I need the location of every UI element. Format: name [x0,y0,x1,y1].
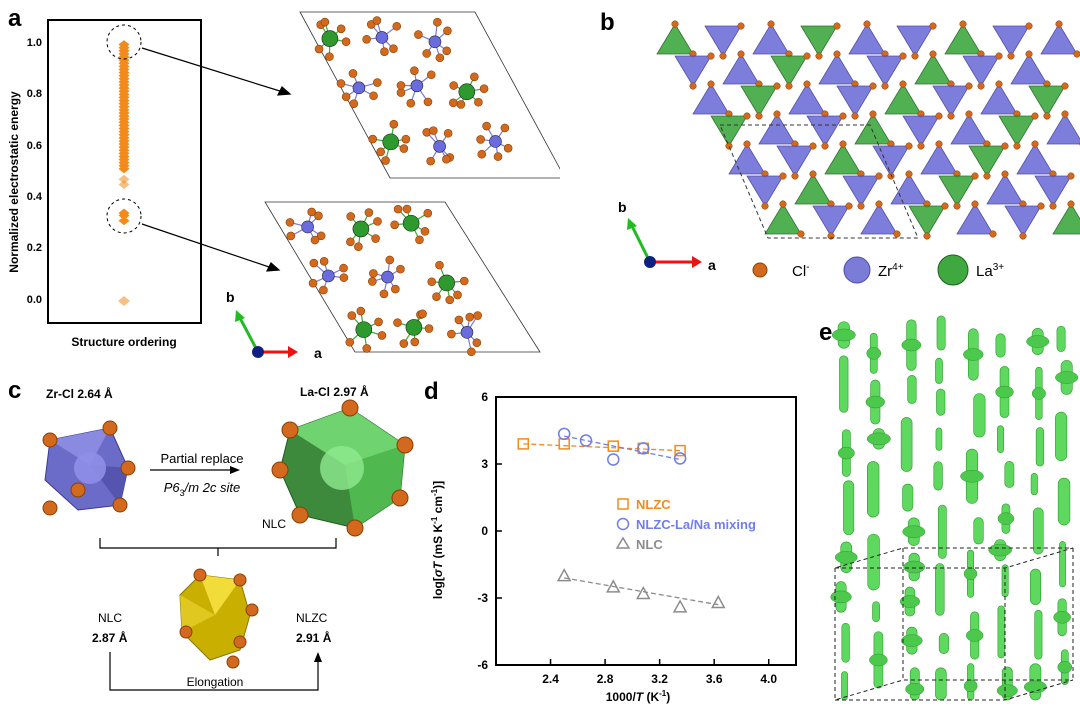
la-ion-label: La3+ [976,262,1004,280]
panel-a-ytick: 0.8 [27,88,42,100]
x-tick-label: 3.6 [706,672,723,686]
panel-d-label: d [424,378,439,405]
fit-line-0 [523,444,680,451]
right-name: NLZC [296,611,328,625]
panel-e-figure: e [815,300,1080,707]
replace-arrowhead [230,466,240,474]
la-cl-bond-label: La-Cl 2.97 Å [300,384,369,399]
y-tick-label: 0 [481,524,488,538]
partial-replace-label: Partial replace [160,451,243,466]
panel-c-label: c [8,377,21,404]
panel-a-ytick: 0.2 [27,242,42,254]
elongation-label: Elongation [187,675,244,689]
ion-legend: Cl- Zr4+ La3+ [753,255,1004,285]
panel-a-ylabel: Normalized electrostatic energy [7,91,21,273]
x-tick-label: 3.2 [651,672,668,686]
panel-c-figure: c Zr-Cl 2.64 Å La-Cl 2.97 Å Partial repl… [0,370,420,707]
elongation-arrowhead [314,652,322,662]
y-tick-label: -6 [477,658,488,672]
nlc-tag: NLC [262,517,286,531]
panel-a-ytick: 1.0 [27,37,42,49]
data-point-square [559,439,569,449]
zr-cl-bond-label: Zr-Cl 2.64 Å [46,386,113,401]
panel-a-yticks: 1.0 0.8 0.6 0.4 0.2 0.0 [27,37,43,306]
pointer-arrows [142,48,290,271]
panel-b-figure: b b a Cl- Zr4+ La3+ [560,0,1080,300]
panel-e: e [815,300,1080,707]
elongated-octahedron [180,569,258,668]
right-distance: 2.91 Å [296,630,332,645]
legend-nlzc: NLZC [636,497,671,512]
panel-a: a Normalized electrostatic energy 1.0 0.… [0,0,560,370]
panel-a-ytick: 0.4 [27,191,43,203]
legend-nlc-marker [617,538,629,548]
crystal-lattice [657,21,1080,240]
panel-e-label: e [819,319,832,346]
cl-ion-label: Cl- [792,262,810,280]
ion-migration-isosurface [831,316,1078,700]
x-tick-label: 2.4 [542,672,559,686]
chart-legend: NLZC NLZC-La/Na mixing NLC [617,497,756,552]
panel-c: c Zr-Cl 2.64 Å La-Cl 2.97 Å Partial repl… [0,370,420,707]
data-point-circle [608,454,619,465]
data-point-triangle [674,601,686,612]
la-polyhedron [272,400,413,536]
combine-bracket [100,538,336,556]
y-tick-label: 3 [481,457,488,471]
panel-a-ytick: 0.0 [27,294,42,306]
legend-nlc: NLC [636,537,663,552]
x-tick-label: 4.0 [760,672,777,686]
cl-ion-swatch [753,263,767,277]
energy-point [119,180,130,189]
zr-octahedron [43,421,135,515]
panel-a-label: a [8,5,22,32]
y-tick-label: -3 [477,591,488,605]
axis-b-label: b [618,199,627,215]
energy-point [119,216,130,225]
chart-xlabel: 1000/T (K-1) [606,689,671,704]
fit-line-1 [564,436,680,459]
panel-b: b b a Cl- Zr4+ La3+ [560,0,1080,300]
chart-ylabel: log[σT (mS K-1 cm-1)] [430,481,445,599]
zr-ion-swatch [844,257,870,283]
panel-d: d log[σT (mS K-1 cm-1)] 1000/T (K-1) 2.4… [420,375,820,707]
axis-a-label: a [708,257,716,273]
energy-point [118,296,130,306]
left-name: NLC [98,611,122,625]
zr-ion-label: Zr4+ [878,262,904,280]
y-tick-label: 6 [481,390,488,404]
conductivity-chart: d log[σT (mS K-1 cm-1)] 1000/T (K-1) 2.4… [420,375,820,707]
left-distance: 2.87 Å [92,630,128,645]
panel-b-label: b [600,9,615,36]
panel-a-ytick: 0.6 [27,140,42,152]
axis-b-label: b [226,289,235,305]
axis-a-label: a [314,345,322,361]
la-ion-swatch [938,255,968,285]
legend-nlzc-marker [618,499,628,509]
low-energy-structure [265,202,540,356]
site-label: P63/m 2c site [164,480,241,498]
energy-points [118,40,130,306]
panel-b-axes-glyph: b a [618,199,716,273]
legend-mixing-marker [618,519,629,530]
panel-a-axes-glyph: b a [226,289,322,361]
data-point-circle [559,428,570,439]
panel-a-figure: a Normalized electrostatic energy 1.0 0.… [0,0,560,370]
panel-a-xlabel: Structure ordering [71,335,176,349]
x-tick-label: 2.8 [597,672,614,686]
data-point-circle [581,435,592,446]
high-energy-structure [300,12,560,178]
data-point-triangle [712,596,724,607]
legend-mixing: NLZC-La/Na mixing [636,517,756,532]
